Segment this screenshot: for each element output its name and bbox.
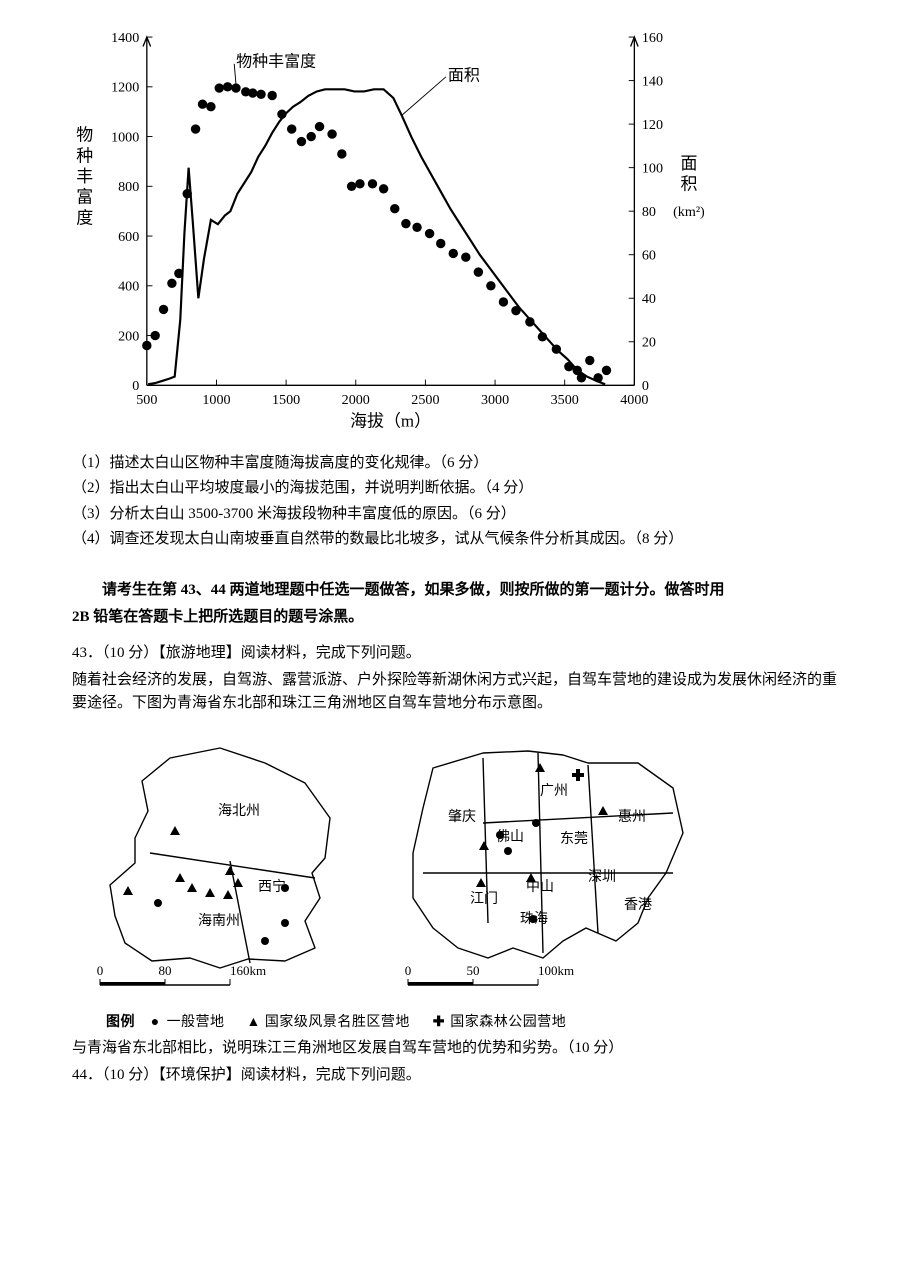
svg-text:2000: 2000 — [342, 392, 370, 408]
svg-text:物: 物 — [76, 126, 93, 145]
svg-text:海北州: 海北州 — [218, 803, 260, 819]
svg-text:140: 140 — [642, 73, 663, 89]
svg-text:100km: 100km — [538, 963, 574, 978]
svg-text:度: 度 — [76, 208, 93, 227]
svg-text:面积: 面积 — [448, 67, 480, 85]
svg-text:香港: 香港 — [624, 897, 652, 913]
q43-text: 随着社会经济的发展，自驾游、露营派游、户外探险等新湖休闲方式兴起，自驾车营地的建… — [72, 669, 848, 716]
svg-text:面: 面 — [680, 154, 697, 173]
svg-text:东莞: 东莞 — [560, 831, 588, 847]
map-legend: 图例 ● 一般营地 ▲ 国家级风景名胜区营地 ✚ 国家森林公园营地 — [106, 1011, 848, 1033]
svg-text:600: 600 — [118, 229, 139, 245]
map-prd: 肇庆广州佛山东莞惠州中山江门珠海深圳香港050100km — [388, 723, 698, 1003]
svg-text:肇庆: 肇庆 — [448, 809, 476, 825]
svg-text:1000: 1000 — [111, 129, 139, 145]
svg-text:100: 100 — [642, 160, 663, 176]
svg-text:广州: 广州 — [540, 783, 568, 799]
legend-label-general: 一般营地 — [167, 1013, 225, 1029]
svg-text:海南州: 海南州 — [198, 913, 240, 929]
svg-text:3500: 3500 — [551, 392, 579, 408]
svg-text:海拔（m）: 海拔（m） — [350, 412, 431, 431]
svg-text:0: 0 — [97, 963, 104, 978]
svg-text:2500: 2500 — [411, 392, 439, 408]
legend-sym-general: ● — [148, 1011, 162, 1033]
question-2: （2）指出太白山平均坡度最小的海拔范围，并说明判断依据。（4 分） — [72, 477, 848, 500]
svg-text:1200: 1200 — [111, 80, 139, 96]
svg-text:江门: 江门 — [470, 891, 498, 907]
svg-text:1500: 1500 — [272, 392, 300, 408]
svg-text:积: 积 — [680, 175, 697, 194]
svg-text:物种丰富度: 物种丰富度 — [236, 53, 316, 71]
map-qinghai: 海北州西宁海南州080160km — [80, 723, 360, 1003]
question-4: （4）调查还发现太白山南坡垂直自然带的数最比北坡多，试从气候条件分析其成因。（8… — [72, 528, 848, 551]
svg-text:80: 80 — [642, 204, 656, 220]
svg-text:400: 400 — [118, 279, 139, 295]
svg-text:1400: 1400 — [111, 30, 139, 46]
svg-text:60: 60 — [642, 247, 656, 263]
svg-text:丰: 丰 — [76, 167, 93, 186]
species-area-chart: 0200400600800100012001400020406080100120… — [64, 18, 704, 442]
svg-text:种: 种 — [76, 146, 93, 165]
svg-text:500: 500 — [136, 392, 157, 408]
svg-text:(km²): (km²) — [673, 204, 704, 220]
map-row: 海北州西宁海南州080160km 肇庆广州佛山东莞惠州中山江门珠海深圳香港050… — [80, 723, 848, 1003]
question-1: （1）描述太白山区物种丰富度随海拔高度的变化规律。（6 分） — [72, 452, 848, 475]
svg-text:40: 40 — [642, 291, 656, 307]
q43-ask: 与青海省东北部相比，说明珠江三角洲地区发展自驾车营地的优势和劣势。（10 分） — [72, 1037, 848, 1060]
legend-prefix: 图例 — [106, 1013, 135, 1029]
section-note-line1: 请考生在第 43、44 两道地理题中任选一题做答，如果多做，则按所做的第一题计分… — [72, 579, 848, 602]
legend-sym-scenic: ▲ — [247, 1011, 261, 1033]
section-note-line2: 2B 铅笔在答题卡上把所选题目的题号涂黑。 — [72, 606, 848, 629]
legend-sym-forest: ✚ — [432, 1011, 446, 1033]
q44-heading: 44．（10 分）【环境保护】阅读材料，完成下列问题。 — [72, 1064, 848, 1087]
svg-text:惠州: 惠州 — [618, 809, 646, 825]
svg-text:160: 160 — [642, 30, 663, 46]
svg-text:1000: 1000 — [202, 392, 230, 408]
question-3: （3）分析太白山 3500-3700 米海拔段物种丰富度低的原因。（6 分） — [72, 503, 848, 526]
svg-text:4000: 4000 — [620, 392, 648, 408]
svg-text:深圳: 深圳 — [588, 869, 616, 885]
legend-label-forest: 国家森林公园营地 — [450, 1013, 566, 1029]
svg-text:50: 50 — [467, 963, 480, 978]
svg-text:0: 0 — [405, 963, 412, 978]
legend-label-scenic: 国家级风景名胜区营地 — [265, 1013, 410, 1029]
svg-text:3000: 3000 — [481, 392, 509, 408]
svg-text:200: 200 — [118, 328, 139, 344]
svg-text:800: 800 — [118, 179, 139, 195]
q43-heading: 43．（10 分）【旅游地理】阅读材料，完成下列问题。 — [72, 642, 848, 665]
svg-text:富: 富 — [76, 188, 93, 207]
svg-text:160km: 160km — [230, 963, 266, 978]
svg-text:120: 120 — [642, 117, 663, 133]
svg-text:20: 20 — [642, 334, 656, 350]
svg-text:80: 80 — [159, 963, 172, 978]
